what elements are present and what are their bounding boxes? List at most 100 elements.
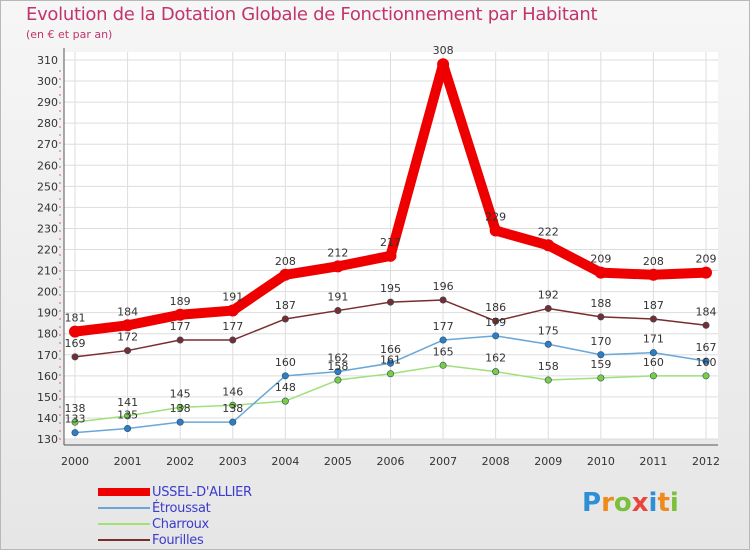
data-point-3 [176, 336, 184, 344]
data-point-2 [176, 403, 184, 411]
x-tick-label: 2000 [61, 455, 89, 468]
data-point-2 [281, 397, 289, 405]
data-point-2 [124, 412, 132, 420]
data-point-3 [702, 321, 710, 329]
data-point-2 [492, 368, 500, 376]
data-label-0: 189 [170, 295, 191, 308]
data-point-3 [492, 317, 500, 325]
data-point-2 [71, 418, 79, 426]
data-point-1 [702, 357, 710, 365]
data-point-2 [544, 376, 552, 384]
data-point-2 [229, 401, 237, 409]
data-point-0 [647, 268, 660, 281]
data-point-1 [281, 372, 289, 380]
data-label-1: 138 [222, 402, 243, 415]
data-label-1: 167 [696, 341, 717, 354]
x-tick-label: 2012 [692, 455, 720, 468]
logo-letter: x [631, 488, 649, 518]
data-point-3 [649, 315, 657, 323]
data-point-3 [334, 307, 342, 315]
data-point-0 [279, 268, 292, 281]
legend-label: Charroux [152, 516, 209, 532]
data-label-3: 187 [643, 299, 664, 312]
data-point-2 [649, 372, 657, 380]
data-point-2 [702, 372, 710, 380]
logo-letter: i [669, 488, 679, 518]
data-point-0 [700, 266, 712, 279]
data-label-0: 184 [117, 305, 138, 318]
data-point-1 [176, 418, 184, 426]
y-tick-label: 140 [37, 412, 58, 425]
data-label-1: 177 [433, 320, 454, 333]
x-tick-label: 2008 [482, 455, 510, 468]
legend-item-fourilles[interactable]: Fourilles [98, 532, 252, 548]
logo-letter: r [601, 488, 614, 518]
y-tick-label: 160 [37, 370, 58, 383]
y-tick-label: 230 [37, 222, 58, 235]
data-point-3 [229, 336, 237, 344]
data-point-0 [331, 260, 344, 273]
data-label-3: 169 [65, 337, 86, 350]
legend-item-etroussat[interactable]: Étroussat [98, 500, 252, 516]
y-tick-label: 310 [37, 54, 58, 67]
data-label-3: 188 [590, 297, 611, 310]
data-label-3: 195 [380, 282, 401, 295]
legend: USSEL-D'ALLIER Étroussat Charroux Fouril… [98, 484, 252, 548]
y-tick-label: 290 [37, 96, 58, 109]
data-label-1: 162 [327, 352, 348, 365]
data-label-2: 159 [590, 358, 611, 371]
y-tick-label: 260 [37, 159, 58, 172]
legend-item-charroux[interactable]: Charroux [98, 516, 252, 532]
data-label-1: 175 [538, 324, 559, 337]
logo-letter: o [613, 488, 632, 518]
data-label-2: 148 [275, 381, 296, 394]
data-point-0 [121, 319, 134, 332]
data-point-1 [544, 340, 552, 348]
x-tick-label: 2011 [639, 455, 667, 468]
data-label-2: 146 [222, 385, 243, 398]
legend-item-ussel[interactable]: USSEL-D'ALLIER [98, 484, 252, 500]
data-label-0: 222 [538, 225, 559, 238]
data-label-0: 308 [433, 44, 454, 57]
data-label-3: 184 [696, 305, 717, 318]
data-label-2: 138 [65, 402, 86, 415]
data-label-3: 177 [170, 320, 191, 333]
y-tick-label: 280 [37, 117, 58, 130]
data-point-0 [69, 325, 81, 338]
data-label-1: 170 [590, 335, 611, 348]
data-point-3 [544, 304, 552, 312]
proxiti-logo: Proxiti [582, 488, 679, 518]
data-point-2 [439, 361, 447, 369]
data-label-2: 162 [485, 352, 506, 365]
data-point-1 [649, 349, 657, 357]
data-point-0 [226, 304, 239, 317]
data-label-1: 160 [275, 356, 296, 369]
y-tick-label: 270 [37, 138, 58, 151]
data-label-0: 217 [380, 236, 401, 249]
data-point-1 [124, 424, 132, 432]
data-point-1 [334, 368, 342, 376]
data-point-3 [386, 298, 394, 306]
data-label-1: 135 [117, 408, 138, 421]
data-point-1 [492, 332, 500, 340]
data-point-2 [334, 376, 342, 384]
data-point-1 [71, 429, 79, 437]
data-label-0: 212 [327, 246, 348, 259]
data-label-1: 138 [170, 402, 191, 415]
y-tick-label: 250 [37, 180, 58, 193]
data-point-3 [597, 313, 605, 321]
legend-label: Fourilles [152, 532, 204, 548]
legend-swatch [98, 507, 150, 509]
y-tick-label: 210 [37, 265, 58, 278]
legend-label: Étroussat [152, 500, 211, 516]
data-label-3: 186 [485, 301, 506, 314]
data-label-2: 160 [696, 356, 717, 369]
data-point-0 [594, 266, 607, 279]
chart-title: Evolution de la Dotation Globale de Fonc… [26, 4, 598, 25]
data-label-2: 161 [380, 354, 401, 367]
data-point-3 [439, 296, 447, 304]
chart-subtitle: (en € et par an) [26, 28, 113, 41]
data-label-0: 208 [275, 255, 296, 268]
logo-letter: i [648, 488, 658, 518]
